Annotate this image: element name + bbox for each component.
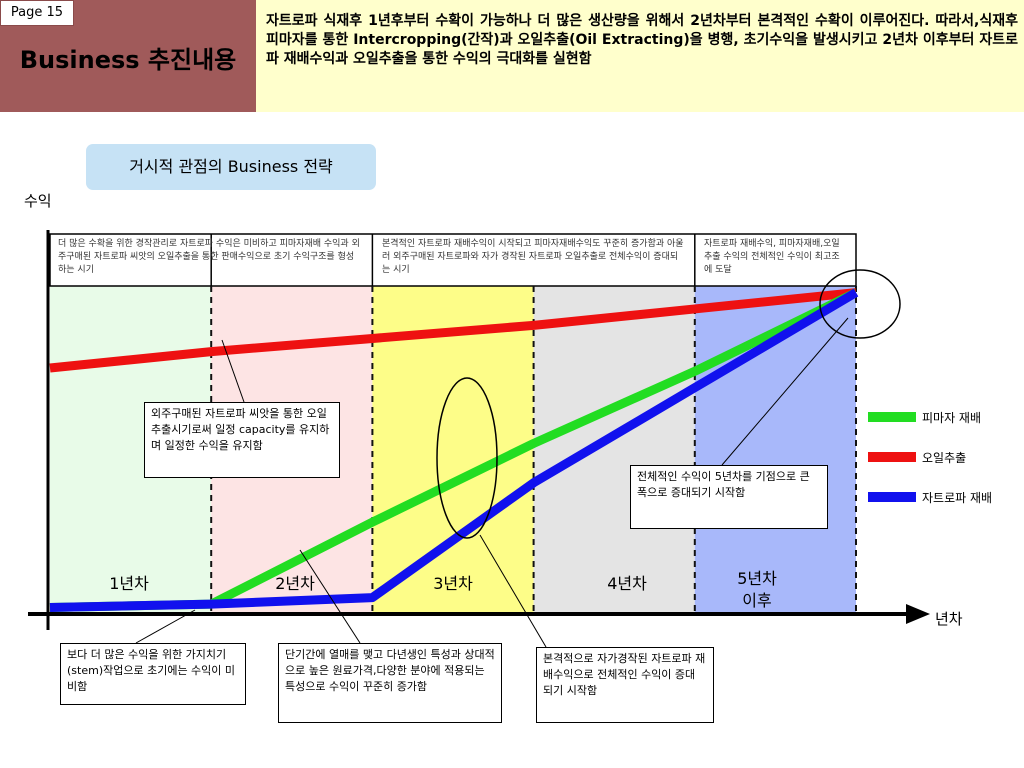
callout-year5-growth: 전체적인 수익이 5년차를 기점으로 큰 폭으로 증대되기 시작함 bbox=[630, 465, 828, 529]
header-title-panel: Page 15 Business 추진내용 bbox=[0, 0, 256, 112]
callout-leader bbox=[479, 534, 547, 648]
legend-swatch-castor bbox=[868, 412, 916, 422]
top-notes-frame bbox=[49, 233, 857, 287]
highlight-ellipse-year3 bbox=[436, 377, 498, 539]
year-label-3: 3년차 bbox=[433, 574, 473, 593]
x-axis-arrow bbox=[906, 604, 930, 624]
top-note-phase-2: 본격적인 자트로파 재배수익이 시작되고 피마자재배수익도 꾸준히 증가함과 아… bbox=[382, 239, 684, 275]
header-description: 자트로파 식재후 1년후부터 수확이 가능하나 더 많은 생산량을 위해서 2년… bbox=[266, 13, 1018, 67]
top-note-phase-3: 자트로파 재배수익, 피마자재배,오일추출 수익의 전체적인 수익이 최고조에 … bbox=[704, 239, 840, 275]
series-line-oil bbox=[49, 288, 857, 373]
legend-swatch-jatropha bbox=[868, 492, 916, 502]
page-title: Business 추진내용 bbox=[19, 46, 237, 74]
series-line-jatropha bbox=[49, 288, 859, 612]
legend-label-jatropha: 자트로파 재배 bbox=[922, 491, 993, 505]
legend-label-castor: 피마자 재배 bbox=[922, 411, 982, 425]
year-label-4: 4년차 bbox=[607, 574, 647, 593]
header-description-panel: 자트로파 식재후 1년후부터 수확이 가능하나 더 많은 생산량을 위해서 2년… bbox=[256, 0, 1024, 112]
callout-oil-extraction: 외주구매된 자트로파 씨앗을 통한 오일추출시기로써 일정 capacity를 … bbox=[144, 402, 340, 478]
page-number: Page 15 bbox=[0, 0, 74, 26]
year-label-5: 5년차 이후 bbox=[737, 569, 777, 610]
callout-leader bbox=[221, 339, 245, 403]
year-label-1: 1년차 bbox=[109, 574, 149, 593]
legend-label-oil: 오일추출 bbox=[922, 451, 967, 465]
strategy-badge: 거시적 관점의 Business 전략 bbox=[86, 144, 376, 190]
callout-leader bbox=[135, 609, 196, 644]
period-band-4 bbox=[533, 286, 695, 614]
callout-leader bbox=[299, 549, 361, 644]
x-axis-label: 년차 bbox=[935, 610, 963, 628]
callout-castor-growth: 단기간에 열매를 맺고 다년생인 특성과 상대적으로 높은 원료가격,다양한 분… bbox=[278, 643, 502, 723]
callout-jatropha-income: 본격적으로 자가경작된 자트로파 재배수익으로 전체적인 수익이 증대 되기 시… bbox=[536, 647, 714, 723]
highlight-ellipse-peak bbox=[819, 269, 901, 339]
y-axis-label: 수익 bbox=[24, 192, 52, 210]
legend-swatch-oil bbox=[868, 452, 916, 462]
callout-stem-pruning: 보다 더 많은 수익을 위한 가지치기(stem)작업으로 초기에는 수익이 미… bbox=[60, 643, 246, 705]
top-note-phase-1: 더 많은 수확을 위한 경작관리로 자트로파 수익은 미비하고 피마자재배 수익… bbox=[58, 239, 360, 275]
callout-leader bbox=[721, 317, 849, 466]
year-label-2: 2년차 bbox=[275, 574, 315, 593]
